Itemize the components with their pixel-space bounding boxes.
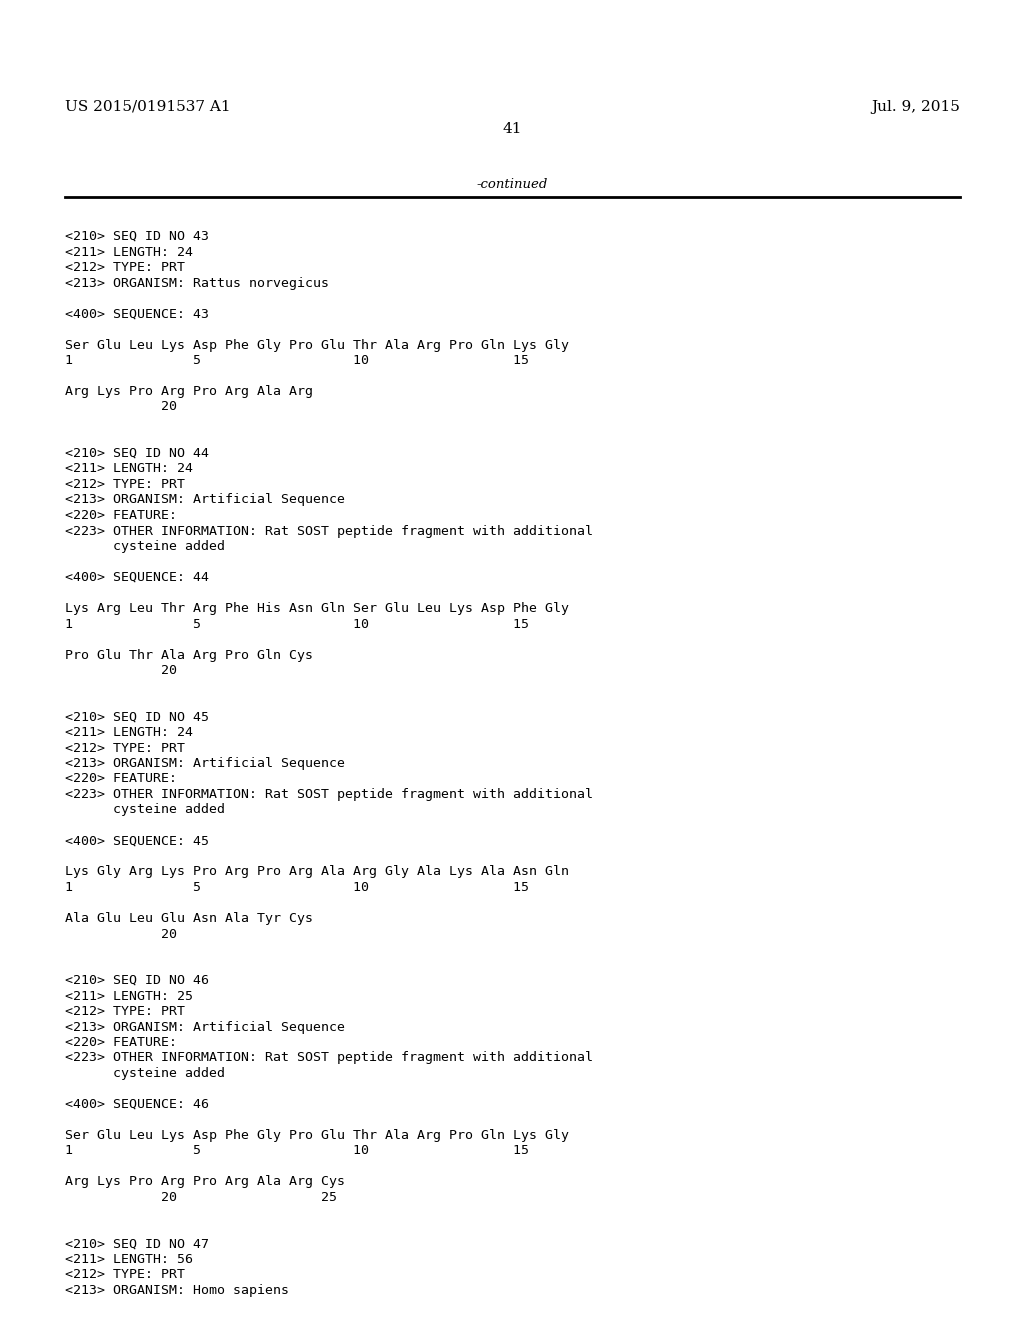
Text: Lys Arg Leu Thr Arg Phe His Asn Gln Ser Glu Leu Lys Asp Phe Gly: Lys Arg Leu Thr Arg Phe His Asn Gln Ser …: [65, 602, 569, 615]
Text: 20                  25: 20 25: [65, 1191, 337, 1204]
Text: Pro Glu Thr Ala Arg Pro Gln Cys: Pro Glu Thr Ala Arg Pro Gln Cys: [65, 648, 313, 661]
Text: <211> LENGTH: 24: <211> LENGTH: 24: [65, 462, 193, 475]
Text: <212> TYPE: PRT: <212> TYPE: PRT: [65, 1005, 185, 1018]
Text: <213> ORGANISM: Artificial Sequence: <213> ORGANISM: Artificial Sequence: [65, 494, 345, 507]
Text: 1               5                   10                  15: 1 5 10 15: [65, 354, 529, 367]
Text: <211> LENGTH: 24: <211> LENGTH: 24: [65, 246, 193, 259]
Text: <400> SEQUENCE: 46: <400> SEQUENCE: 46: [65, 1098, 209, 1111]
Text: Arg Lys Pro Arg Pro Arg Ala Arg: Arg Lys Pro Arg Pro Arg Ala Arg: [65, 385, 313, 399]
Text: <213> ORGANISM: Artificial Sequence: <213> ORGANISM: Artificial Sequence: [65, 756, 345, 770]
Text: Ala Glu Leu Glu Asn Ala Tyr Cys: Ala Glu Leu Glu Asn Ala Tyr Cys: [65, 912, 313, 925]
Text: <212> TYPE: PRT: <212> TYPE: PRT: [65, 261, 185, 275]
Text: <213> ORGANISM: Rattus norvegicus: <213> ORGANISM: Rattus norvegicus: [65, 276, 329, 289]
Text: 1               5                   10                  15: 1 5 10 15: [65, 618, 529, 631]
Text: Lys Gly Arg Lys Pro Arg Pro Arg Ala Arg Gly Ala Lys Ala Asn Gln: Lys Gly Arg Lys Pro Arg Pro Arg Ala Arg …: [65, 866, 569, 879]
Text: 20: 20: [65, 400, 177, 413]
Text: 20: 20: [65, 664, 177, 677]
Text: <223> OTHER INFORMATION: Rat SOST peptide fragment with additional: <223> OTHER INFORMATION: Rat SOST peptid…: [65, 524, 593, 537]
Text: <212> TYPE: PRT: <212> TYPE: PRT: [65, 742, 185, 755]
Text: -continued: -continued: [476, 178, 548, 191]
Text: <211> LENGTH: 25: <211> LENGTH: 25: [65, 990, 193, 1002]
Text: Ser Glu Leu Lys Asp Phe Gly Pro Glu Thr Ala Arg Pro Gln Lys Gly: Ser Glu Leu Lys Asp Phe Gly Pro Glu Thr …: [65, 338, 569, 351]
Text: <210> SEQ ID NO 45: <210> SEQ ID NO 45: [65, 710, 209, 723]
Text: <213> ORGANISM: Homo sapiens: <213> ORGANISM: Homo sapiens: [65, 1284, 289, 1298]
Text: Arg Lys Pro Arg Pro Arg Ala Arg Cys: Arg Lys Pro Arg Pro Arg Ala Arg Cys: [65, 1176, 345, 1188]
Text: Jul. 9, 2015: Jul. 9, 2015: [871, 100, 961, 114]
Text: <220> FEATURE:: <220> FEATURE:: [65, 1036, 177, 1049]
Text: 1               5                   10                  15: 1 5 10 15: [65, 880, 529, 894]
Text: 41: 41: [502, 121, 522, 136]
Text: <213> ORGANISM: Artificial Sequence: <213> ORGANISM: Artificial Sequence: [65, 1020, 345, 1034]
Text: cysteine added: cysteine added: [65, 804, 225, 817]
Text: <220> FEATURE:: <220> FEATURE:: [65, 510, 177, 521]
Text: <400> SEQUENCE: 44: <400> SEQUENCE: 44: [65, 572, 209, 583]
Text: <223> OTHER INFORMATION: Rat SOST peptide fragment with additional: <223> OTHER INFORMATION: Rat SOST peptid…: [65, 1052, 593, 1064]
Text: <211> LENGTH: 56: <211> LENGTH: 56: [65, 1253, 193, 1266]
Text: <210> SEQ ID NO 43: <210> SEQ ID NO 43: [65, 230, 209, 243]
Text: <220> FEATURE:: <220> FEATURE:: [65, 772, 177, 785]
Text: Ser Glu Leu Lys Asp Phe Gly Pro Glu Thr Ala Arg Pro Gln Lys Gly: Ser Glu Leu Lys Asp Phe Gly Pro Glu Thr …: [65, 1129, 569, 1142]
Text: <210> SEQ ID NO 44: <210> SEQ ID NO 44: [65, 447, 209, 459]
Text: <210> SEQ ID NO 46: <210> SEQ ID NO 46: [65, 974, 209, 987]
Text: <212> TYPE: PRT: <212> TYPE: PRT: [65, 1269, 185, 1282]
Text: <400> SEQUENCE: 45: <400> SEQUENCE: 45: [65, 834, 209, 847]
Text: 1               5                   10                  15: 1 5 10 15: [65, 1144, 529, 1158]
Text: <400> SEQUENCE: 43: <400> SEQUENCE: 43: [65, 308, 209, 321]
Text: cysteine added: cysteine added: [65, 1067, 225, 1080]
Text: cysteine added: cysteine added: [65, 540, 225, 553]
Text: 20: 20: [65, 928, 177, 940]
Text: <223> OTHER INFORMATION: Rat SOST peptide fragment with additional: <223> OTHER INFORMATION: Rat SOST peptid…: [65, 788, 593, 801]
Text: <211> LENGTH: 24: <211> LENGTH: 24: [65, 726, 193, 739]
Text: US 2015/0191537 A1: US 2015/0191537 A1: [65, 100, 230, 114]
Text: <212> TYPE: PRT: <212> TYPE: PRT: [65, 478, 185, 491]
Text: <210> SEQ ID NO 47: <210> SEQ ID NO 47: [65, 1238, 209, 1250]
